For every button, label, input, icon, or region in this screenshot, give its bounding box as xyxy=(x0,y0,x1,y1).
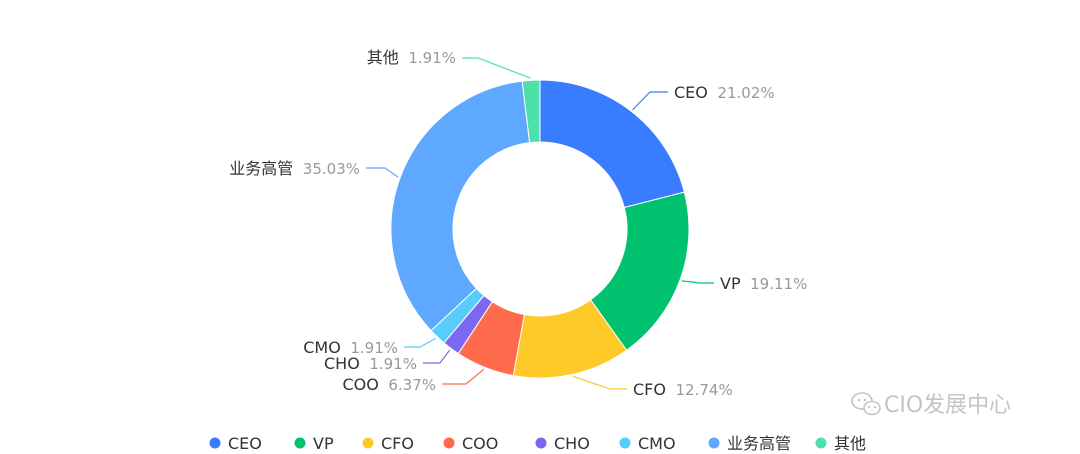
leader-line-vp xyxy=(681,280,714,284)
slice-ceo xyxy=(539,79,685,209)
watermark: CIO发展中心 xyxy=(851,392,1011,418)
slice-cat-6 xyxy=(390,80,531,332)
leader-line-ceo xyxy=(632,91,668,111)
legend-label: CEO xyxy=(228,434,262,453)
legend-item-coo[interactable]: COO xyxy=(443,434,499,453)
legend-marker xyxy=(815,437,827,449)
leader-line-cat-7 xyxy=(462,57,532,79)
slice-label-cat-6: 业务高管 35.03% xyxy=(229,159,360,178)
slice-label-cho: CHO 1.91% xyxy=(324,354,417,373)
leader-line-cfo xyxy=(572,375,627,390)
slice-label-value: 1.91% xyxy=(408,49,456,67)
slice-label-cat-7: 其他 1.91% xyxy=(367,48,456,67)
slice-label-name: 其他 xyxy=(367,48,399,67)
slice-label-value: 6.37% xyxy=(388,376,436,394)
watermark-text: CIO发展中心 xyxy=(884,393,1011,418)
slice-label-value: 1.91% xyxy=(350,339,398,357)
legend-item-ceo[interactable]: CEO xyxy=(209,434,262,453)
legend-marker xyxy=(535,437,547,449)
slice-label-name: CHO xyxy=(324,354,360,373)
slices-group xyxy=(390,79,690,379)
legend-item-cmo[interactable]: CMO xyxy=(619,434,676,453)
legend: CEO VP CFO COO CHO CMO 业务高管 其他 xyxy=(209,434,867,453)
slice-label-name: 业务高管 xyxy=(229,159,293,178)
leader-line-cmo xyxy=(404,337,437,348)
slice-labels-group: CEO 21.02% VP 19.11% CFO 12.74% COO 6.37% CH… xyxy=(229,48,807,399)
legend-label: CHO xyxy=(554,434,590,453)
legend-marker xyxy=(294,437,306,449)
slice-label-name: CMO xyxy=(303,338,341,357)
legend-item-cat-6[interactable]: 业务高管 xyxy=(708,434,792,453)
slice-label-ceo: CEO 21.02% xyxy=(674,83,775,102)
legend-label: 业务高管 xyxy=(727,434,791,453)
legend-marker xyxy=(619,437,631,449)
legend-item-cat-7[interactable]: 其他 xyxy=(815,434,867,453)
slice-label-vp: VP 19.11% xyxy=(720,274,807,293)
slice-label-value: 35.03% xyxy=(303,160,360,178)
legend-label: CMO xyxy=(638,434,676,453)
slice-label-name: CFO xyxy=(633,380,666,399)
legend-marker xyxy=(708,437,720,449)
slice-label-name: CEO xyxy=(674,83,708,102)
slice-label-name: COO xyxy=(342,375,378,394)
legend-item-cfo[interactable]: CFO xyxy=(362,434,414,453)
legend-label: COO xyxy=(462,434,498,453)
leader-line-coo xyxy=(442,368,485,385)
legend-item-cho[interactable]: CHO xyxy=(535,434,590,453)
legend-label: CFO xyxy=(381,434,414,453)
legend-label: 其他 xyxy=(834,434,866,453)
slice-label-name: VP xyxy=(720,274,741,293)
legend-marker xyxy=(362,437,374,449)
slice-label-value: 1.91% xyxy=(369,355,417,373)
slice-cat-7 xyxy=(521,79,541,144)
legend-item-vp[interactable]: VP xyxy=(294,434,334,453)
slice-label-coo: COO 6.37% xyxy=(342,375,436,394)
slice-label-value: 21.02% xyxy=(717,84,774,102)
slice-label-value: 19.11% xyxy=(750,275,807,293)
slice-label-cmo: CMO 1.91% xyxy=(303,338,398,357)
legend-marker xyxy=(209,437,221,449)
label-leaders-group xyxy=(366,57,714,390)
slice-label-value: 12.74% xyxy=(676,381,733,399)
wechat-icon xyxy=(851,392,881,416)
legend-marker xyxy=(443,437,455,449)
slice-label-cfo: CFO 12.74% xyxy=(633,380,733,399)
leader-line-cho xyxy=(423,349,451,364)
legend-label: VP xyxy=(313,434,334,453)
leader-line-cat-6 xyxy=(366,167,399,178)
